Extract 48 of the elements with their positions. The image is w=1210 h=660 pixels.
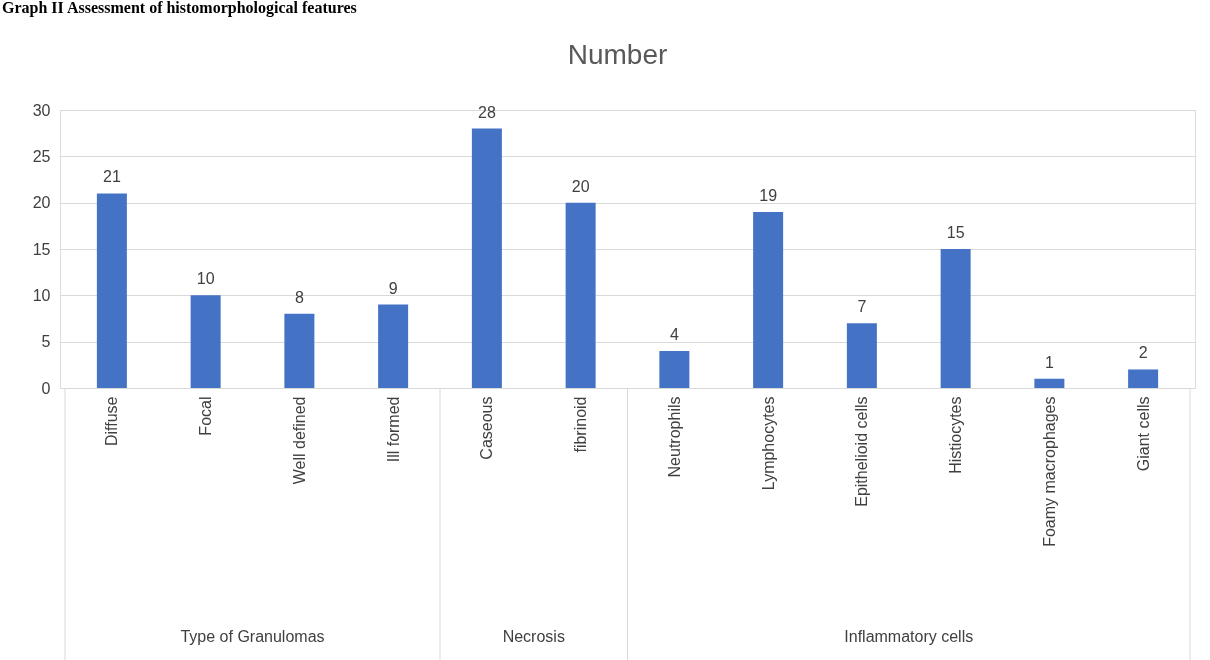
bar [753, 211, 784, 388]
bar [846, 323, 877, 388]
data-label: 1 [1044, 353, 1054, 371]
x-tick-label: Neutrophils [665, 396, 683, 478]
data-label: 2 [1138, 344, 1148, 362]
text: Type of Granulomas [180, 628, 325, 645]
bar [378, 304, 409, 388]
data-label: 19 [759, 186, 778, 204]
chart-title: Graph II Assessment of histomorphological features [2, 0, 357, 17]
bar [565, 202, 596, 388]
x-tick-label: Lymphocytes [759, 396, 777, 491]
data-label: 7 [857, 298, 867, 316]
y-tick-label: 30 [32, 101, 51, 119]
y-tick-label: 5 [41, 333, 51, 351]
data-label: 8 [294, 288, 304, 306]
x-tick-label: Epithelioid cells [853, 396, 871, 507]
x-tick-label: Foamy macrophages [1040, 396, 1058, 547]
bar [96, 193, 127, 388]
x-tick-label: Focal [197, 396, 215, 436]
bar [1128, 369, 1159, 388]
data-label: 4 [669, 325, 679, 343]
bar [471, 128, 502, 388]
x-tick-label: Well defined [290, 396, 308, 485]
bar [190, 295, 221, 388]
text: Inflammatory cells [844, 628, 974, 645]
y-tick-label: 25 [32, 147, 51, 165]
x-tick-label: fibrinoid [572, 396, 590, 453]
bar [284, 313, 315, 388]
x-tick-label: Giant cells [1134, 396, 1152, 472]
data-label: 21 [102, 168, 121, 186]
x-tick-label: Caseous [478, 396, 496, 460]
text: Necrosis [502, 628, 565, 645]
data-label: 15 [946, 224, 965, 241]
y-tick-label: 20 [32, 194, 51, 212]
bar [1034, 378, 1065, 388]
x-tick-label: Histiocytes [947, 396, 965, 474]
data-label: 28 [477, 103, 496, 121]
data-label: 10 [196, 270, 215, 288]
x-tick-label: Diffuse [103, 396, 121, 447]
x-tick-label: Ill formed [384, 396, 402, 463]
y-tick-label: 15 [32, 240, 51, 258]
y-tick-label: 0 [41, 379, 51, 397]
bar [659, 350, 690, 388]
bar [940, 249, 971, 388]
data-label: 20 [571, 177, 590, 195]
data-label: 9 [388, 279, 398, 297]
chart-subtitle: Number [567, 39, 668, 70]
y-tick-label: 10 [32, 286, 51, 304]
